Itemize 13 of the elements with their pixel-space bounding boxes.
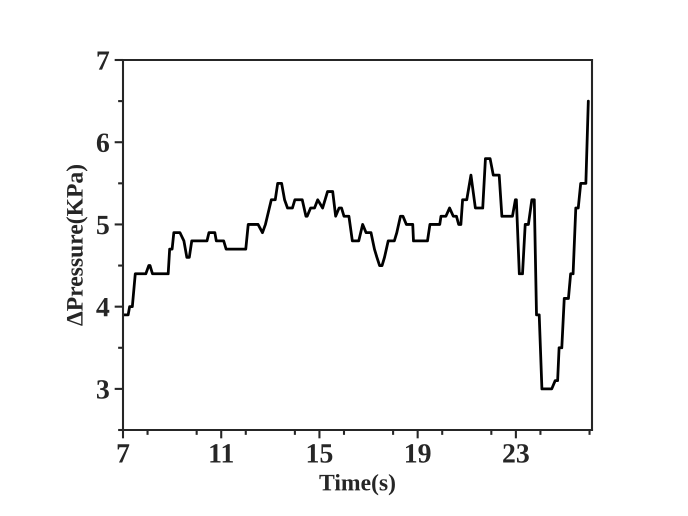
y-tick-label: 3 xyxy=(96,380,109,399)
x-tick-label: 7 xyxy=(118,444,130,462)
y-tick-label: 5 xyxy=(97,216,109,234)
x-tick-label: 15 xyxy=(308,444,332,463)
y-axis-title: ΔPressure(KPa) xyxy=(66,164,88,326)
y-tick-label: 7 xyxy=(98,51,110,70)
line-series xyxy=(123,100,590,390)
x-axis-title: Time(s) xyxy=(319,474,395,496)
x-tick-label: 11 xyxy=(210,444,233,462)
x-tick-label: 19 xyxy=(406,444,431,463)
y-tick-label: 6 xyxy=(96,133,109,152)
x-tick-label: 23 xyxy=(503,444,529,463)
y-tick-label: 4 xyxy=(96,298,110,316)
